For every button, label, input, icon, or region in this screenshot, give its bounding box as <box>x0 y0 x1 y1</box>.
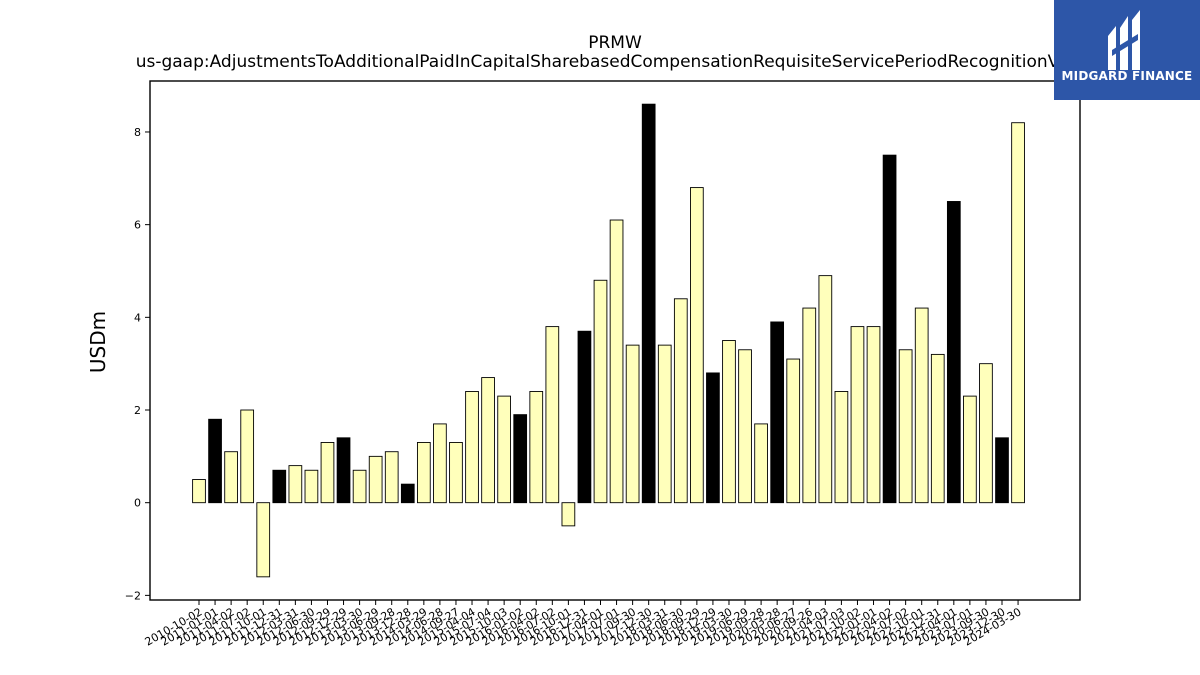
bar <box>625 344 640 504</box>
bar <box>979 363 993 504</box>
bar <box>416 442 431 504</box>
x-axis-ticks: 2010-10-022011-01-012011-04-022011-07-02… <box>143 600 1024 649</box>
bar <box>690 187 704 504</box>
y-tick-label: 2 <box>134 404 141 417</box>
bar <box>995 437 1009 504</box>
bar <box>561 502 576 527</box>
bar <box>738 349 752 504</box>
bar <box>545 326 560 504</box>
bar <box>882 154 897 504</box>
bar <box>352 469 367 504</box>
bar <box>368 455 383 504</box>
bar <box>834 391 849 504</box>
bar <box>802 307 817 504</box>
bar <box>930 353 945 504</box>
y-tick-label: −2 <box>125 589 141 602</box>
bar <box>818 275 833 504</box>
bar <box>673 298 688 504</box>
bar <box>1011 122 1025 504</box>
bar <box>641 103 656 504</box>
bar <box>192 479 206 504</box>
bar <box>946 201 961 504</box>
bar <box>336 437 351 504</box>
y-tick-label: 0 <box>134 497 141 510</box>
bar <box>320 442 335 504</box>
bars-group <box>192 103 1025 578</box>
bar <box>850 326 865 504</box>
bar <box>609 219 624 504</box>
bar <box>224 451 238 504</box>
y-tick-label: 6 <box>134 219 141 232</box>
bar <box>898 349 913 504</box>
y-axis-label: USDm <box>86 310 110 374</box>
bar <box>304 469 319 504</box>
y-tick-label: 4 <box>134 311 141 324</box>
bar <box>433 423 447 504</box>
bar <box>786 358 801 504</box>
bar <box>384 451 399 504</box>
chart-subtitle: us-gaap:AdjustmentsToAdditionalPaidInCap… <box>135 52 1095 72</box>
plot-frame <box>149 80 1081 601</box>
bar <box>513 414 528 504</box>
bar <box>272 469 287 504</box>
bar <box>449 442 463 504</box>
bar <box>577 330 592 504</box>
bar <box>256 502 271 578</box>
bar <box>754 423 768 504</box>
bar <box>400 483 415 504</box>
logo-text: MIDGARD FINANCE <box>1061 69 1193 83</box>
y-axis-ticks: −2 0 2 4 6 8 <box>125 126 150 602</box>
midgard-finance-logo: MIDGARD FINANCE <box>1054 0 1200 100</box>
bar <box>706 372 720 504</box>
logo-mark-icon <box>1108 10 1140 70</box>
bar <box>722 340 736 504</box>
y-tick-label: 8 <box>134 126 141 139</box>
bar <box>914 307 929 504</box>
bar <box>481 377 495 504</box>
chart-title: PRMW <box>588 33 642 53</box>
bar <box>770 321 785 504</box>
bar <box>866 326 881 504</box>
bar <box>963 395 977 504</box>
bar <box>465 391 479 504</box>
bar <box>288 465 303 504</box>
bar <box>208 418 222 504</box>
bar <box>529 391 544 504</box>
bar <box>240 409 255 504</box>
bar <box>497 395 511 504</box>
bar <box>657 344 672 504</box>
bar <box>593 279 608 504</box>
